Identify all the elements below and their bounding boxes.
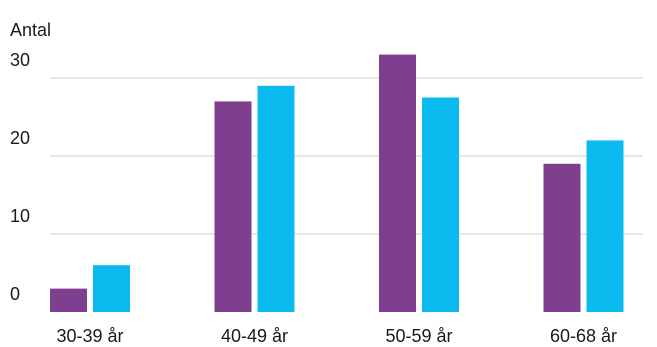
bar	[257, 85, 295, 312]
bar	[93, 265, 130, 312]
bar	[379, 54, 416, 312]
y-tick-label: 0	[10, 284, 20, 304]
x-category-labels: 30-39 år 40-49 år 50-59 år 60-68 år	[56, 326, 617, 346]
bar	[586, 140, 624, 312]
x-category-label: 50-59 år	[385, 326, 452, 346]
y-axis-label: Antal	[10, 20, 51, 40]
y-tick-label: 20	[10, 128, 30, 148]
bar	[543, 163, 581, 312]
y-tick-label: 10	[10, 206, 30, 226]
bar	[214, 101, 252, 313]
bars	[50, 54, 624, 313]
x-category-label: 60-68 år	[550, 326, 617, 346]
y-tick-label: 30	[10, 50, 30, 70]
x-category-label: 30-39 år	[56, 326, 123, 346]
x-category-label: 40-49 år	[221, 326, 288, 346]
y-tick-labels: 0 10 20 30	[10, 50, 30, 304]
bar	[422, 97, 459, 312]
bar	[50, 288, 87, 312]
